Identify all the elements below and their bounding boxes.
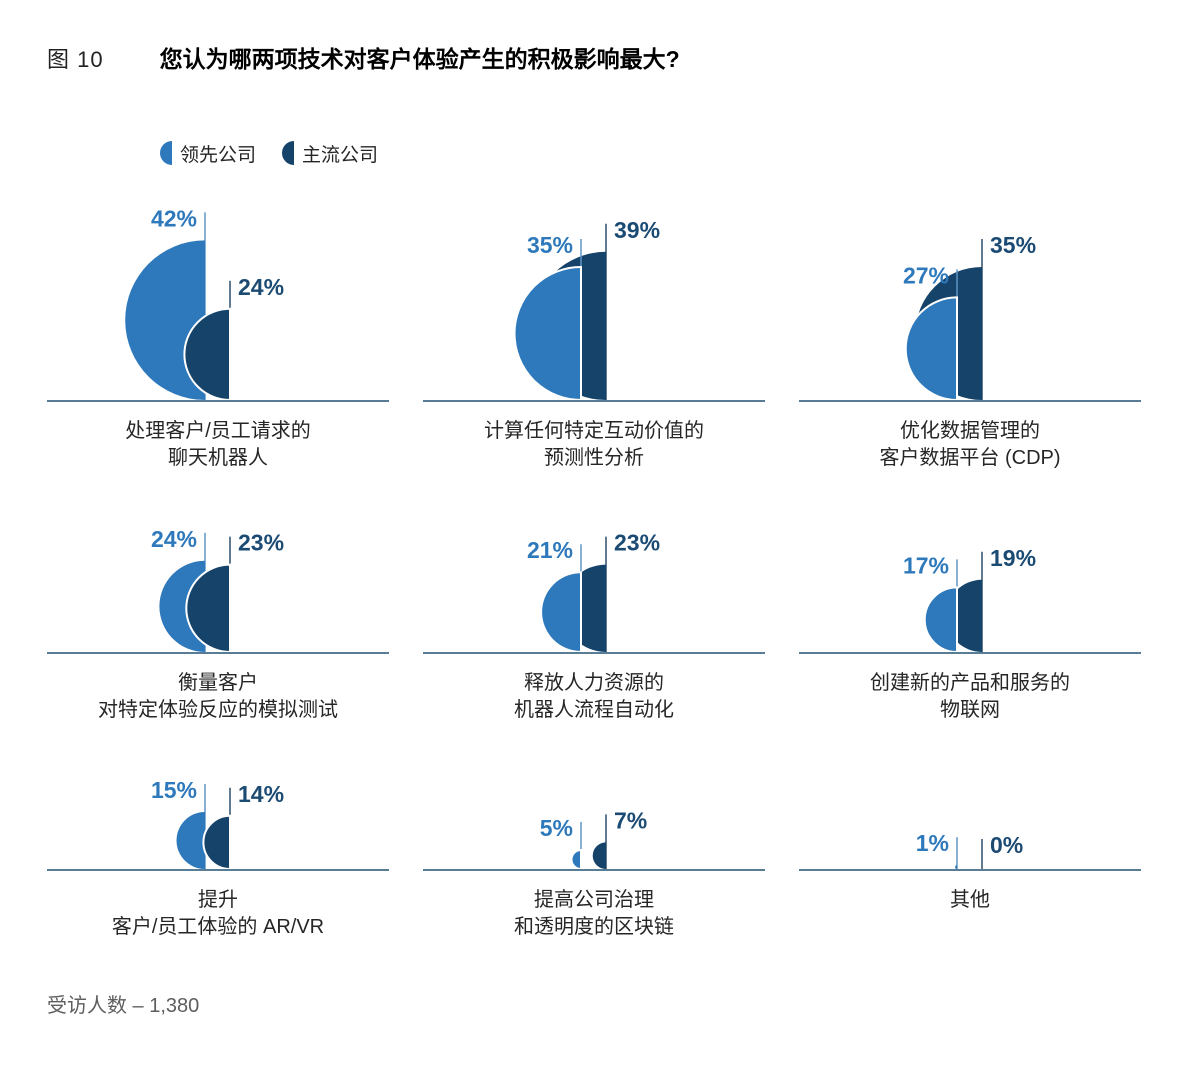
caption-line: 提升 [198,889,238,911]
figure-tag: 图 10 [47,47,104,72]
leader-semicircle [540,571,582,654]
leader-semicircle [904,296,958,402]
caption-line: 客户数据平台 (CDP) [879,447,1061,469]
chart-caption-5: 释放人力资源的 机器人流程自动化 [514,670,674,724]
chart-caption-7: 提升客户/员工体验的 AR/VR [112,887,324,941]
chart-cell-8: 7% 5% 提高公司治理 和透明度的区块链 [423,754,765,971]
caption-line: 和透明度的区块链 [514,916,674,938]
mainstream-halfdisc-icon [282,141,295,165]
legend-label-leader: 领先公司 [180,144,257,166]
caption-line: 对特定体验反应的模拟测试 [98,699,338,721]
semicircle-chart-5: 23% 21% [423,530,765,654]
semicircle-chart-6: 19% 17% [799,545,1141,654]
chart-cell-9: 1% 0% 其他 [799,754,1141,971]
semicircle-chart-1: 42% 24% [47,205,389,402]
caption-line: 预测性分析 [544,447,644,469]
chart-cell-6: 19% 17% 创建新的产品和服务的 物联网 [799,502,1141,754]
semicircle-chart-4: 24% 23% [47,526,389,654]
caption-line: 物联网 [940,699,1000,721]
leader-semicircle [923,586,958,654]
mainstream-semicircle [185,563,231,654]
chart-caption-2: 计算任何特定互动价值的 预测性分析 [484,418,704,472]
chart-caption-6: 创建新的产品和服务的 物联网 [870,670,1070,724]
chart-cell-3: 35% 27% 优化数据管理的 客户数据平台 (CDP) [799,180,1141,502]
chart-caption-8: 提高公司治理 和透明度的区块链 [514,887,674,941]
leader-value-label: 42% [151,205,197,231]
leader-semicircle [176,812,205,869]
chart-cell-1: 42% 24% 处理客户/员工请求的 聊天机器人 [47,180,389,502]
mainstream-value-label: 24% [238,274,284,300]
chart-cell-5: 23% 21% 释放人力资源的 机器人流程自动化 [423,502,765,754]
caption-line: 处理客户/员工请求的 [125,420,311,442]
mainstream-value-label: 39% [614,217,660,243]
mainstream-value-label: 35% [990,232,1036,258]
small-multiples-grid: 42% 24% 处理客户/员工请求的 聊天机器人 39% 35% 计算任何特定互动价值的 预测… [47,180,1192,971]
legend-item-mainstream: 主流公司 [282,140,378,167]
chart-caption-9: 其他 [950,887,990,941]
caption-line: 机器人流程自动化 [514,699,674,721]
chart-caption-3: 优化数据管理的 客户数据平台 (CDP) [879,418,1060,472]
mainstream-semicircle [183,307,231,402]
respondents-note: 受访人数 – 1,380 [47,995,200,1017]
figure-header: 图 10 您认为哪两项技术对客户体验产生的积极影响最大? [0,0,1192,74]
caption-line: 聊天机器人 [168,447,268,469]
mainstream-value-label: 0% [990,832,1023,858]
legend-label-mainstream: 主流公司 [302,144,379,166]
caption-line: 计算任何特定互动价值的 [484,420,704,442]
caption-line: 其他 [950,889,990,911]
leader-value-label: 24% [151,526,197,552]
caption-line: 客户/员工体验的 AR/VR [111,916,325,938]
leader-semicircle [955,865,957,869]
semicircle-chart-8: 7% 5% [423,807,765,871]
leader-value-label: 27% [903,262,949,288]
caption-line: 释放人力资源的 [524,672,664,694]
semicircle-chart-3: 35% 27% [799,232,1141,402]
leader-value-label: 21% [527,537,573,563]
chart-cell-4: 24% 23% 衡量客户对特定体验反应的模拟测试 [47,502,389,754]
caption-line: 衡量客户 [178,672,258,694]
semicircle-chart-9: 1% 0% [799,830,1141,871]
mainstream-value-label: 14% [238,781,284,807]
chart-legend: 领先公司 主流公司 [160,140,1192,166]
chart-caption-1: 处理客户/员工请求的 聊天机器人 [125,418,311,472]
mainstream-semicircle [592,842,606,869]
figure-title: 您认为哪两项技术对客户体验产生的积极影响最大? [159,46,680,72]
caption-line: 提高公司治理 [534,889,654,911]
semicircle-chart-7: 15% 14% [47,777,389,871]
mainstream-value-label: 19% [990,545,1036,571]
mainstream-value-label: 23% [238,530,284,556]
mainstream-value-label: 7% [614,807,647,833]
chart-caption-4: 衡量客户对特定体验反应的模拟测试 [98,670,338,724]
semicircle-chart-2: 39% 35% [423,217,765,402]
chart-cell-2: 39% 35% 计算任何特定互动价值的 预测性分析 [423,180,765,502]
leader-semicircle [513,265,582,402]
leader-value-label: 5% [540,815,573,841]
leader-semicircle [570,848,582,871]
caption-line: 创建新的产品和服务的 [870,672,1070,694]
mainstream-value-label: 23% [614,530,660,556]
chart-cell-7: 15% 14% 提升客户/员工体验的 AR/VR [47,754,389,971]
leader-value-label: 1% [916,830,949,856]
caption-line: 优化数据管理的 [899,420,1040,442]
leader-halfdisc-icon [160,141,172,165]
mainstream-semicircle [202,814,231,871]
leader-value-label: 15% [151,777,197,803]
leader-value-label: 17% [903,552,949,578]
leader-value-label: 35% [527,232,573,258]
legend-item-leader: 领先公司 [160,140,256,167]
